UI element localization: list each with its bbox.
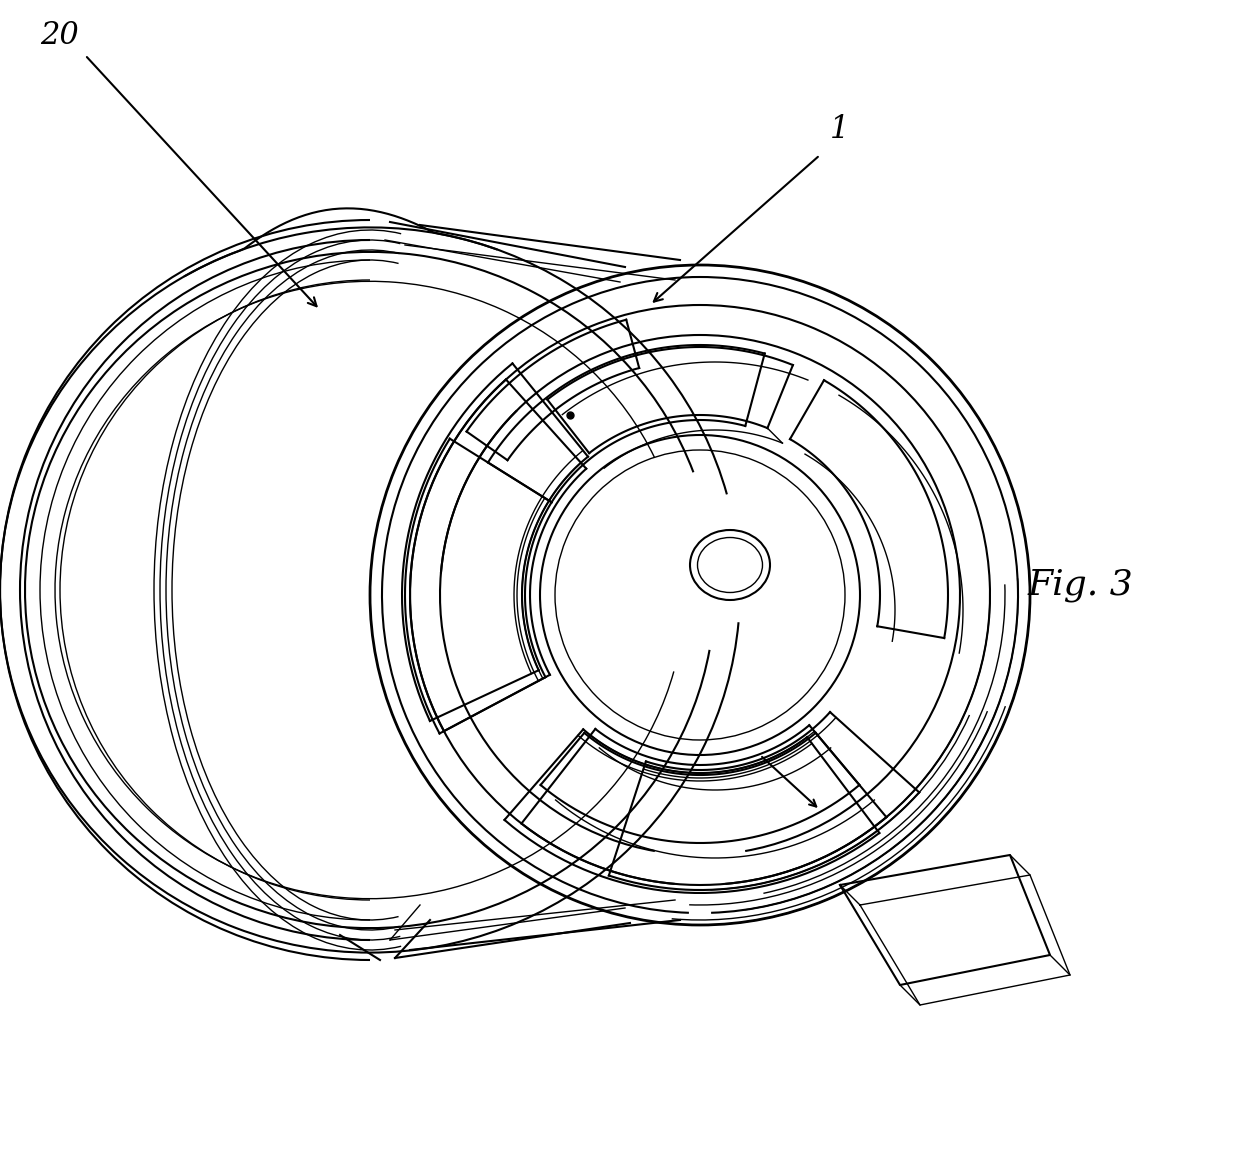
Text: 1: 1 xyxy=(831,114,849,146)
Text: 20: 20 xyxy=(41,20,79,51)
Text: Fig. 3: Fig. 3 xyxy=(1027,568,1133,602)
